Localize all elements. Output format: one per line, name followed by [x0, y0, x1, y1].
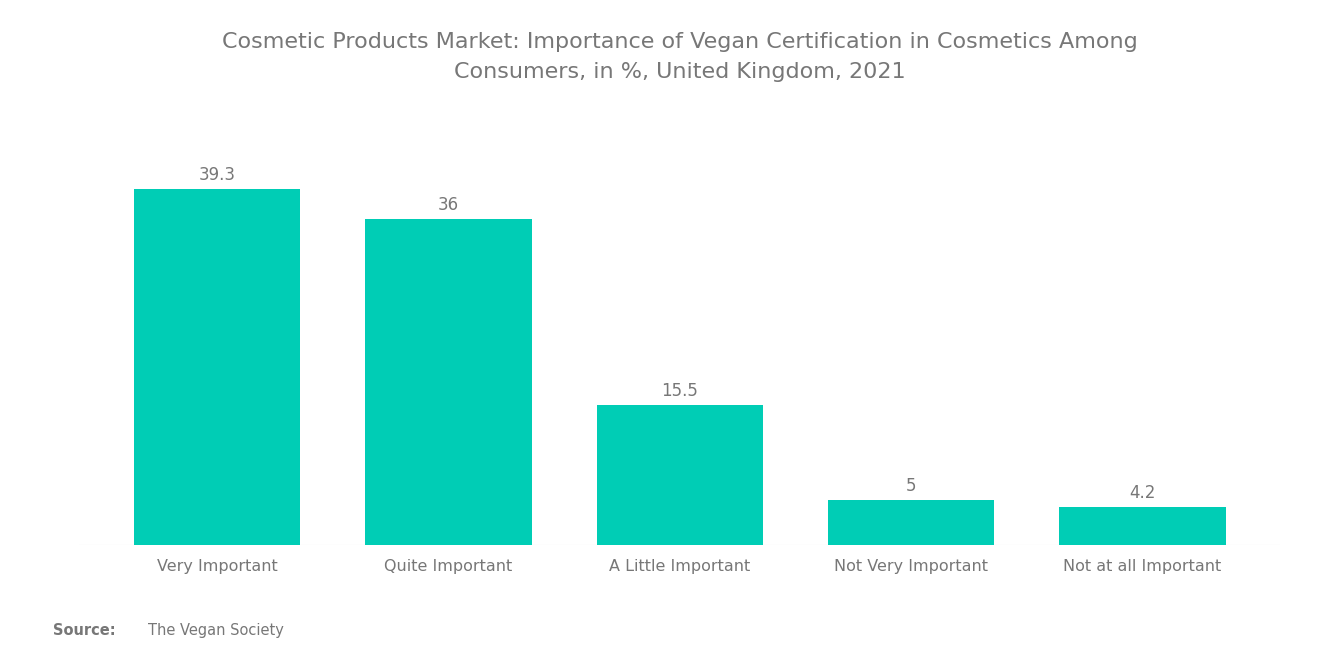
- Text: 36: 36: [438, 196, 459, 214]
- Text: Source:: Source:: [53, 623, 115, 638]
- Text: 5: 5: [906, 477, 916, 495]
- Text: 15.5: 15.5: [661, 382, 698, 400]
- Text: 39.3: 39.3: [198, 166, 235, 184]
- Bar: [1059, 507, 1226, 545]
- Text: 4.2: 4.2: [1130, 484, 1156, 502]
- Bar: [597, 405, 763, 545]
- Bar: [133, 190, 301, 545]
- Text: The Vegan Society: The Vegan Society: [148, 623, 284, 638]
- Title: Cosmetic Products Market: Importance of Vegan Certification in Cosmetics Among
C: Cosmetic Products Market: Importance of …: [222, 33, 1138, 82]
- Bar: [366, 219, 532, 545]
- Bar: [828, 500, 994, 545]
